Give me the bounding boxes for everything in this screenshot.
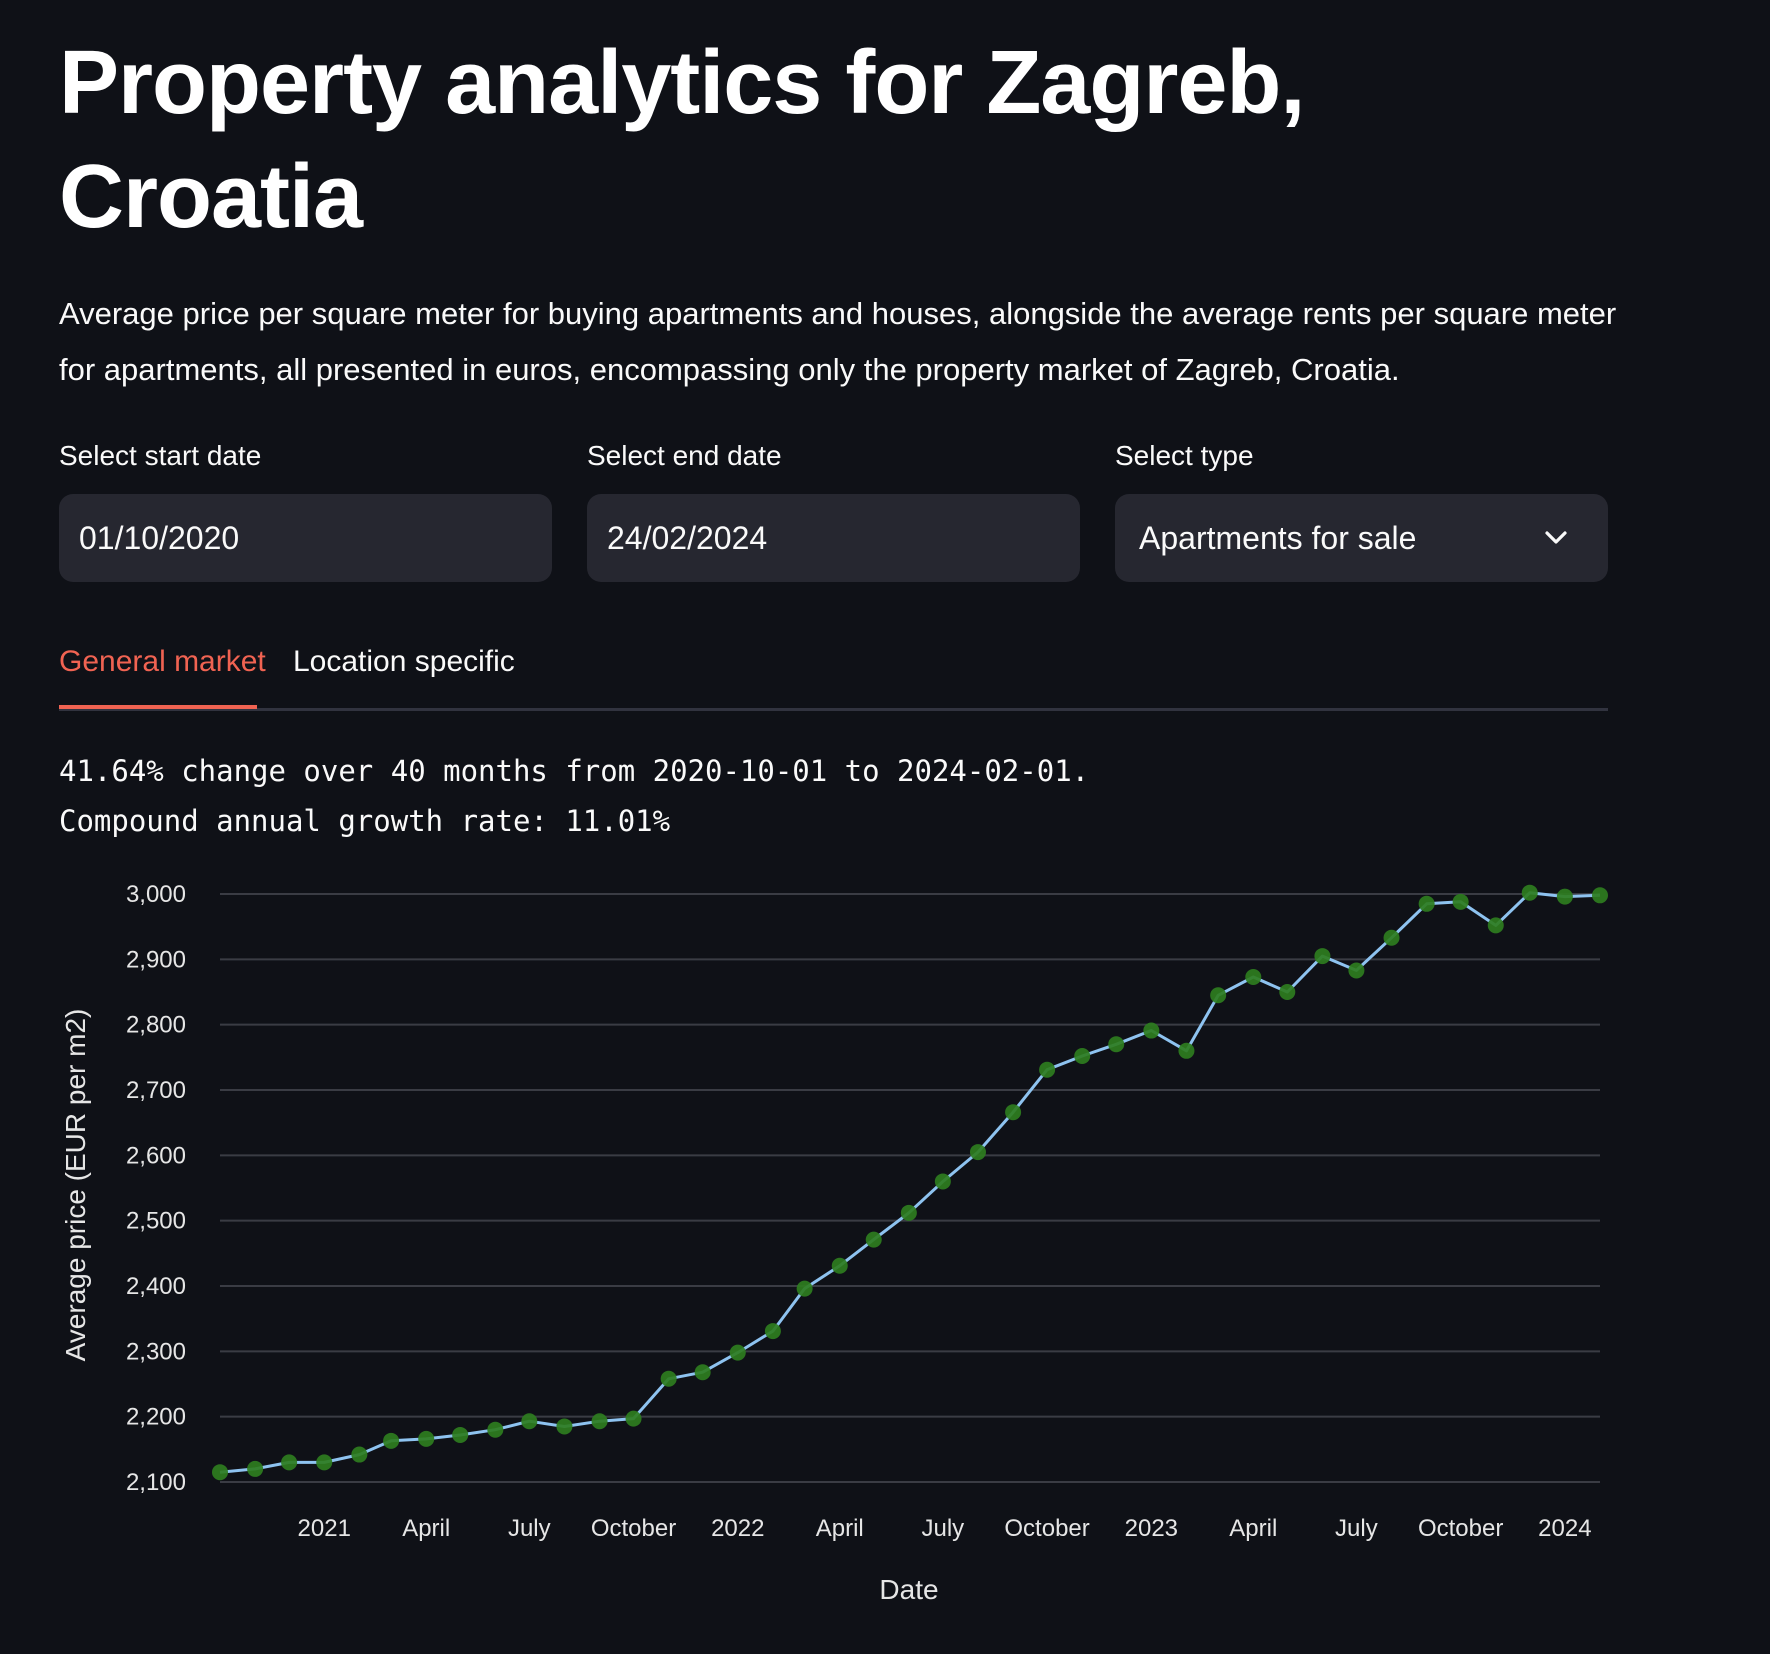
data-point xyxy=(1418,895,1435,912)
type-select[interactable]: Apartments for sale xyxy=(1115,494,1608,582)
tab-general-market[interactable]: General market xyxy=(59,640,266,709)
data-point xyxy=(1074,1048,1091,1065)
data-point xyxy=(351,1446,368,1463)
data-point xyxy=(383,1432,400,1449)
data-point xyxy=(796,1280,813,1297)
x-tick-label: October xyxy=(1004,1515,1089,1542)
data-point xyxy=(1178,1042,1195,1059)
data-point xyxy=(694,1364,711,1381)
start-date-input[interactable]: 01/10/2020 xyxy=(59,494,552,582)
x-tick-label: April xyxy=(1229,1515,1277,1542)
data-point xyxy=(556,1418,573,1435)
series-line xyxy=(219,891,1601,1474)
price-series xyxy=(219,891,1601,1474)
data-point xyxy=(729,1344,746,1361)
stats-block: 41.64% change over 40 months from 2020-1… xyxy=(59,746,1089,846)
data-point xyxy=(1039,1061,1056,1078)
type-label: Select type xyxy=(1115,440,1254,471)
data-point xyxy=(900,1204,917,1221)
data-point xyxy=(281,1454,298,1471)
data-point xyxy=(1452,893,1469,910)
x-tick-label: October xyxy=(1418,1515,1503,1542)
price-points xyxy=(212,884,1608,1481)
x-axis-ticks: 2021 April July October 2022 April July October… xyxy=(298,1515,1592,1542)
data-point xyxy=(969,1144,986,1161)
end-date-input[interactable]: 24/02/2024 xyxy=(587,494,1080,582)
x-tick-label: April xyxy=(402,1515,450,1542)
active-tab-indicator xyxy=(59,705,257,709)
tab-location-specific-label: Location specific xyxy=(293,645,515,678)
data-point xyxy=(865,1231,882,1248)
chevron-down-icon xyxy=(1542,524,1570,552)
data-point xyxy=(1383,929,1400,946)
data-point xyxy=(1210,987,1227,1004)
data-point xyxy=(591,1413,608,1430)
data-point xyxy=(1108,1036,1125,1053)
tab-location-specific[interactable]: Location specific xyxy=(293,640,515,706)
stats-change-text: 41.64% change over 40 months from 2020-1… xyxy=(59,754,1090,788)
data-point xyxy=(452,1426,469,1443)
data-point xyxy=(487,1421,504,1438)
end-date-value: 24/02/2024 xyxy=(607,519,768,556)
stats-cagr-text: Compound annual growth rate: 11.01% xyxy=(59,804,671,838)
y-tick-label: 2,900 xyxy=(126,946,186,973)
page-title: Property analytics for Zagreb, Croatia xyxy=(59,33,1305,247)
tab-general-market-label: General market xyxy=(59,645,266,678)
start-date-value: 01/10/2020 xyxy=(79,519,240,556)
page-description: Average price per square meter for buyin… xyxy=(59,296,1617,387)
data-point xyxy=(1521,884,1538,901)
y-axis-title: Average price (EUR per m2) xyxy=(60,1009,91,1362)
y-tick-label: 3,000 xyxy=(126,881,186,908)
data-point xyxy=(212,1464,228,1481)
data-point xyxy=(418,1430,435,1447)
y-tick-label: 2,100 xyxy=(126,1469,186,1496)
x-tick-label: October xyxy=(591,1515,676,1542)
x-tick-label: July xyxy=(508,1515,551,1542)
x-tick-label: 2021 xyxy=(298,1515,351,1542)
data-point xyxy=(1314,948,1331,965)
data-point xyxy=(764,1323,781,1340)
x-tick-label: July xyxy=(922,1515,965,1542)
data-point xyxy=(1487,917,1504,934)
data-point xyxy=(1279,984,1296,1000)
x-tick-label: 2024 xyxy=(1538,1515,1591,1542)
data-point xyxy=(1143,1022,1160,1039)
start-date-label: Select start date xyxy=(59,440,262,471)
x-tick-label: 2023 xyxy=(1125,1515,1178,1542)
price-line-chart: 2,100 2,200 2,300 2,400 2,500 2,600 2,700 2,800… xyxy=(60,881,1608,1605)
y-tick-label: 2,300 xyxy=(126,1338,186,1365)
x-tick-label: 2022 xyxy=(711,1515,764,1542)
x-axis-title: Date xyxy=(879,1574,938,1605)
y-tick-label: 2,700 xyxy=(126,1077,186,1104)
y-tick-label: 2,500 xyxy=(126,1208,186,1235)
chart-gridlines xyxy=(220,893,1600,1483)
data-point xyxy=(660,1370,677,1387)
data-point xyxy=(1556,888,1573,905)
y-tick-label: 2,200 xyxy=(126,1404,186,1431)
data-point xyxy=(521,1413,538,1430)
x-tick-label: April xyxy=(816,1515,864,1542)
data-point xyxy=(1348,962,1365,979)
data-point xyxy=(316,1454,333,1471)
data-point xyxy=(831,1257,848,1274)
y-tick-label: 2,600 xyxy=(126,1142,186,1169)
y-tick-label: 2,800 xyxy=(126,1012,186,1039)
y-tick-label: 2,400 xyxy=(126,1273,186,1300)
data-point xyxy=(625,1410,642,1427)
type-select-value: Apartments for sale xyxy=(1139,519,1417,556)
end-date-label: Select end date xyxy=(587,440,782,471)
data-point xyxy=(1592,887,1608,904)
tab-bar: General market Location specific xyxy=(59,640,1608,711)
y-axis-ticks: 2,100 2,200 2,300 2,400 2,500 2,600 2,700 2,800… xyxy=(126,881,186,1496)
data-point xyxy=(934,1173,951,1190)
x-tick-label: July xyxy=(1335,1515,1378,1542)
data-point xyxy=(247,1460,264,1477)
data-point xyxy=(1245,968,1262,985)
data-point xyxy=(1005,1104,1022,1121)
